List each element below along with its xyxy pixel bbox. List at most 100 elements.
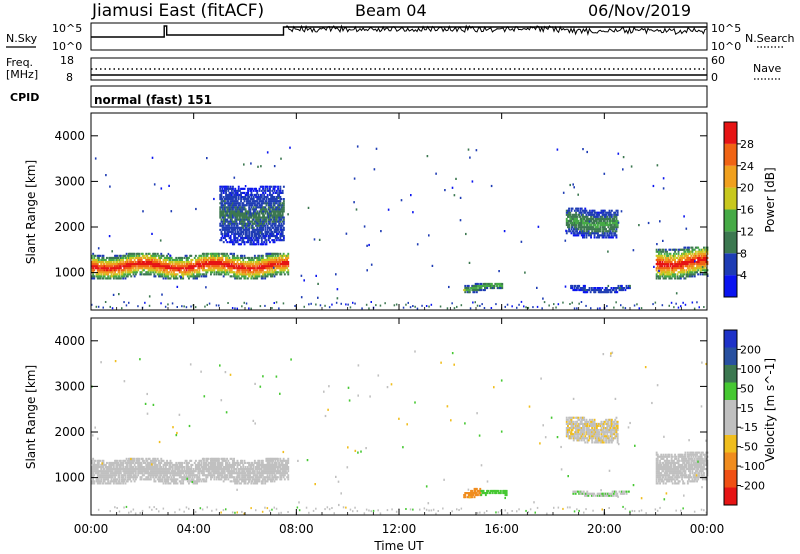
echo-cell <box>104 482 107 485</box>
echo-cell <box>97 482 100 485</box>
echo-cell <box>262 226 264 229</box>
echo-cell <box>155 463 158 466</box>
echo-cell <box>155 271 158 274</box>
echo-cell <box>146 254 149 257</box>
echo-cell <box>131 468 134 471</box>
echo-cell <box>260 237 263 240</box>
echo-cell <box>599 211 602 214</box>
echo-cell <box>264 275 267 278</box>
echo-cell <box>658 254 660 257</box>
echo-cell <box>572 234 575 237</box>
ground-cell <box>176 306 178 308</box>
echo-cell <box>686 254 689 257</box>
echo-cell <box>226 263 228 266</box>
echo-cell <box>259 263 262 266</box>
echo-cell <box>221 206 224 209</box>
echo-cell <box>122 459 125 462</box>
echo-cell <box>612 226 614 229</box>
echo-cell <box>130 468 133 471</box>
echo-cell <box>144 263 146 266</box>
echo-cell <box>171 265 174 268</box>
echo-cell <box>95 472 98 475</box>
echo-cell <box>279 254 282 257</box>
echo-cell <box>183 256 186 259</box>
echo-cell <box>198 254 201 257</box>
nsky-label: N.Sky <box>6 32 38 45</box>
echo-cell <box>587 213 590 216</box>
echo-cell <box>193 482 196 485</box>
echo-cell <box>103 265 106 268</box>
echo-cell <box>158 468 160 471</box>
scatter-cell <box>153 183 156 186</box>
echo-cell <box>240 243 242 246</box>
echo-cell <box>198 261 201 264</box>
power-ylabel: Slant Range [km] <box>24 160 38 264</box>
echo-cell <box>125 263 128 266</box>
echo-cell <box>222 208 225 211</box>
echo-cell <box>587 211 590 214</box>
echo-cell <box>183 478 186 481</box>
echo-cell <box>252 208 255 211</box>
echo-cell <box>674 263 676 266</box>
echo-cell <box>666 273 668 276</box>
echo-cell <box>125 256 128 259</box>
echo-cell <box>164 463 167 466</box>
echo-cell <box>282 226 285 229</box>
echo-cell <box>235 191 238 194</box>
echo-cell <box>174 258 177 261</box>
echo-cell <box>189 470 192 473</box>
echo-cell <box>129 457 131 460</box>
echo-cell <box>214 263 217 266</box>
echo-cell <box>486 282 489 285</box>
echo-cell <box>583 234 586 237</box>
echo-cell <box>271 258 274 261</box>
echo-cell <box>115 480 118 483</box>
echo-cell <box>259 216 262 219</box>
ground-cell <box>677 306 680 309</box>
echo-cell <box>580 228 583 231</box>
echo-cell <box>274 269 277 272</box>
echo-cell <box>270 258 272 261</box>
echo-cell <box>132 466 135 469</box>
echo-cell <box>93 265 96 268</box>
echo-cell <box>240 208 242 211</box>
echo-cell <box>248 237 251 240</box>
echo-cell <box>153 269 156 272</box>
echo-cell <box>162 472 165 475</box>
echo-cell <box>256 198 259 201</box>
echo-cell <box>210 267 212 270</box>
echo-cell <box>141 261 144 264</box>
echo-cell <box>239 243 241 246</box>
ground-cell <box>576 307 578 310</box>
echo-cell <box>268 254 271 257</box>
echo-cell <box>274 252 277 255</box>
scatter-cell <box>632 249 635 252</box>
echo-cell <box>191 273 194 276</box>
echo-cell <box>264 265 267 268</box>
echo-cell <box>139 265 142 268</box>
echo-cell <box>130 459 133 462</box>
echo-cell <box>281 269 284 272</box>
echo-cell <box>698 258 701 261</box>
echo-cell <box>94 265 97 268</box>
echo-cell <box>691 256 694 259</box>
echo-cell <box>598 222 601 225</box>
echo-cell <box>698 254 701 257</box>
echo-cell <box>281 216 284 219</box>
echo-cell <box>115 470 118 473</box>
echo-cell <box>588 226 591 229</box>
echo-cell <box>168 277 171 280</box>
scatter-cell <box>335 273 337 276</box>
echo-cell <box>148 256 151 259</box>
echo-cell <box>253 275 256 278</box>
echo-cell <box>567 209 569 212</box>
echo-cell <box>259 258 262 261</box>
echo-cell <box>233 204 236 207</box>
echo-cell <box>225 261 227 264</box>
echo-cell <box>472 287 475 290</box>
echo-cell <box>579 287 582 290</box>
echo-cell <box>118 480 121 483</box>
echo-cell <box>144 273 146 276</box>
echo-cell <box>273 261 276 264</box>
echo-cell <box>118 267 121 270</box>
